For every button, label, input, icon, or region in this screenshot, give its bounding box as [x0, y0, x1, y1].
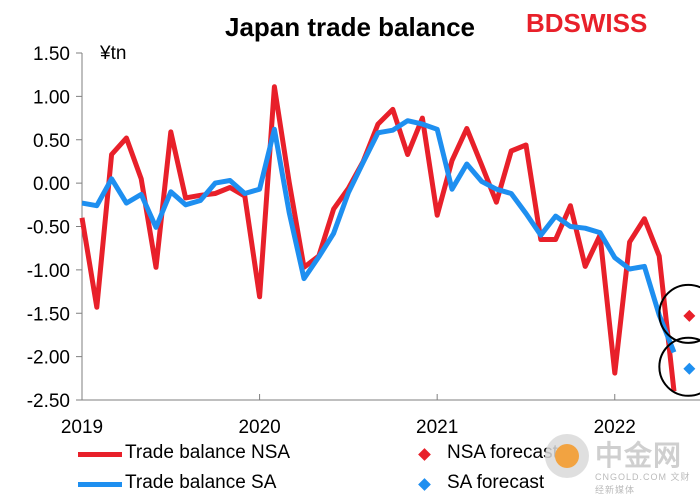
- nsa-forecast-highlight-circle: [658, 283, 700, 344]
- x-tick-label: 2020: [238, 417, 280, 438]
- sa-forecast-highlight-circle: [658, 336, 700, 397]
- x-tick-label: 2021: [416, 417, 458, 438]
- y-tick-label: -0.50: [27, 218, 70, 239]
- y-tick-label: 1.50: [33, 44, 70, 65]
- brand-logo: BDSWISS: [526, 8, 648, 38]
- series-line-sa: [81, 118, 677, 354]
- watermark-text: 中金网: [595, 440, 683, 471]
- legend-swatch-nsa: [78, 452, 122, 457]
- chart-title: Japan trade balance: [225, 12, 475, 42]
- legend-label-nsa: Trade balance NSA: [125, 442, 291, 463]
- y-unit-label: ¥tn: [99, 43, 126, 64]
- y-tick-label: 0.00: [33, 174, 70, 195]
- legend-swatch-sa: [78, 482, 122, 487]
- x-tick-label: 2019: [61, 417, 103, 438]
- y-tick-label: -1.00: [27, 261, 70, 282]
- legend-label-sa: Trade balance SA: [125, 472, 277, 493]
- sa-forecast-marker: [683, 362, 696, 375]
- x-tick-label: 2022: [594, 417, 636, 438]
- watermark: 中金网 CNGOLD.COM 文财经新媒体: [545, 428, 695, 495]
- legend-label-nsa-forecast: NSA forecast: [447, 442, 558, 463]
- watermark-subtext: CNGOLD.COM 文财经新媒体: [595, 472, 691, 495]
- y-tick-label: 0.50: [33, 131, 70, 152]
- y-tick-label: -2.50: [27, 391, 70, 412]
- y-tick-label: -1.50: [27, 304, 70, 325]
- nsa-forecast-marker: [683, 309, 696, 322]
- y-tick-label: -2.00: [27, 348, 70, 369]
- legend-label-sa-forecast: SA forecast: [447, 472, 545, 493]
- y-tick-label: 1.00: [33, 87, 70, 108]
- watermark-logo-inner-icon: [555, 444, 579, 468]
